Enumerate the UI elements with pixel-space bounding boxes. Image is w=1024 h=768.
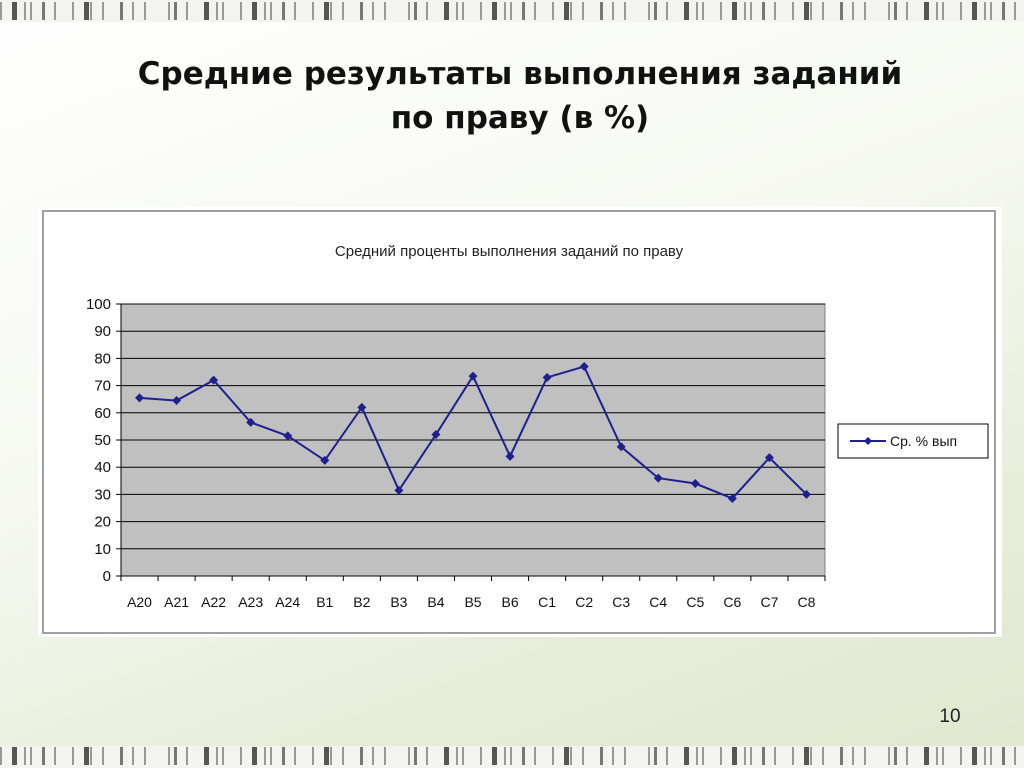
data-point — [135, 393, 145, 403]
x-tick-label: C3 — [612, 594, 630, 610]
line-chart: Средний проценты выполнения заданий по п… — [86, 243, 989, 610]
data-point — [579, 362, 589, 372]
y-tick-label: 70 — [94, 378, 111, 395]
data-point — [283, 431, 293, 441]
x-tick-label: C7 — [760, 594, 778, 610]
slide-title-line-1: Средние результаты выполнения заданий — [137, 56, 903, 92]
chart-frame: Средний проценты выполнения заданий по п… — [38, 207, 1002, 637]
x-tick-label: C6 — [723, 594, 741, 610]
data-point — [616, 442, 626, 452]
data-point — [505, 451, 515, 461]
data-point — [431, 430, 441, 440]
x-tick-label: A22 — [201, 594, 226, 610]
y-tick-label: 30 — [94, 486, 111, 503]
x-tick-label: A24 — [275, 594, 300, 610]
y-tick-label: 60 — [94, 405, 111, 422]
slide-title: Средние результаты выполнения заданий по… — [60, 52, 980, 140]
data-point — [690, 479, 700, 489]
data-point — [801, 489, 811, 499]
chart-border: Средний проценты выполнения заданий по п… — [42, 210, 996, 634]
bottom-decorative-strip — [0, 746, 1024, 768]
y-tick-label: 40 — [94, 459, 111, 476]
y-tick-label: 50 — [94, 432, 111, 449]
x-tick-label: A21 — [164, 594, 189, 610]
chart-title: Средний проценты выполнения заданий по п… — [335, 243, 684, 260]
x-tick-label: C1 — [538, 594, 556, 610]
data-point — [394, 485, 404, 495]
page-number: 10 — [939, 706, 961, 727]
y-tick-label: 20 — [94, 514, 111, 531]
x-tick-label: C8 — [798, 594, 816, 610]
x-tick-label: B6 — [501, 594, 518, 610]
legend-marker — [864, 437, 872, 445]
x-tick-label: C4 — [649, 594, 667, 610]
y-tick-label: 80 — [94, 350, 111, 367]
data-point — [764, 453, 774, 463]
y-tick-label: 0 — [103, 568, 111, 585]
x-tick-label: B2 — [353, 594, 370, 610]
x-tick-label: A20 — [127, 594, 152, 610]
data-point — [172, 396, 182, 406]
legend: Ср. % вып — [837, 423, 989, 459]
legend-label: Ср. % вып — [890, 433, 957, 449]
data-point — [542, 372, 552, 382]
y-tick-label: 90 — [94, 323, 111, 340]
x-tick-label: C5 — [686, 594, 704, 610]
data-point — [209, 375, 219, 385]
data-point — [320, 455, 330, 465]
y-tick-label: 10 — [94, 541, 111, 558]
x-tick-label: B1 — [316, 594, 333, 610]
data-point — [468, 371, 478, 381]
data-point — [727, 493, 737, 503]
data-point — [653, 473, 663, 483]
slide-title-line-2: по праву (в %) — [390, 100, 650, 136]
x-tick-label: B4 — [427, 594, 444, 610]
x-tick-label: B5 — [464, 594, 481, 610]
x-tick-label: B3 — [390, 594, 407, 610]
x-tick-label: A23 — [238, 594, 263, 610]
data-point — [246, 417, 256, 427]
y-tick-label: 100 — [86, 296, 111, 313]
top-decorative-strip — [0, 0, 1024, 22]
x-tick-label: C2 — [575, 594, 593, 610]
data-point — [357, 402, 367, 412]
